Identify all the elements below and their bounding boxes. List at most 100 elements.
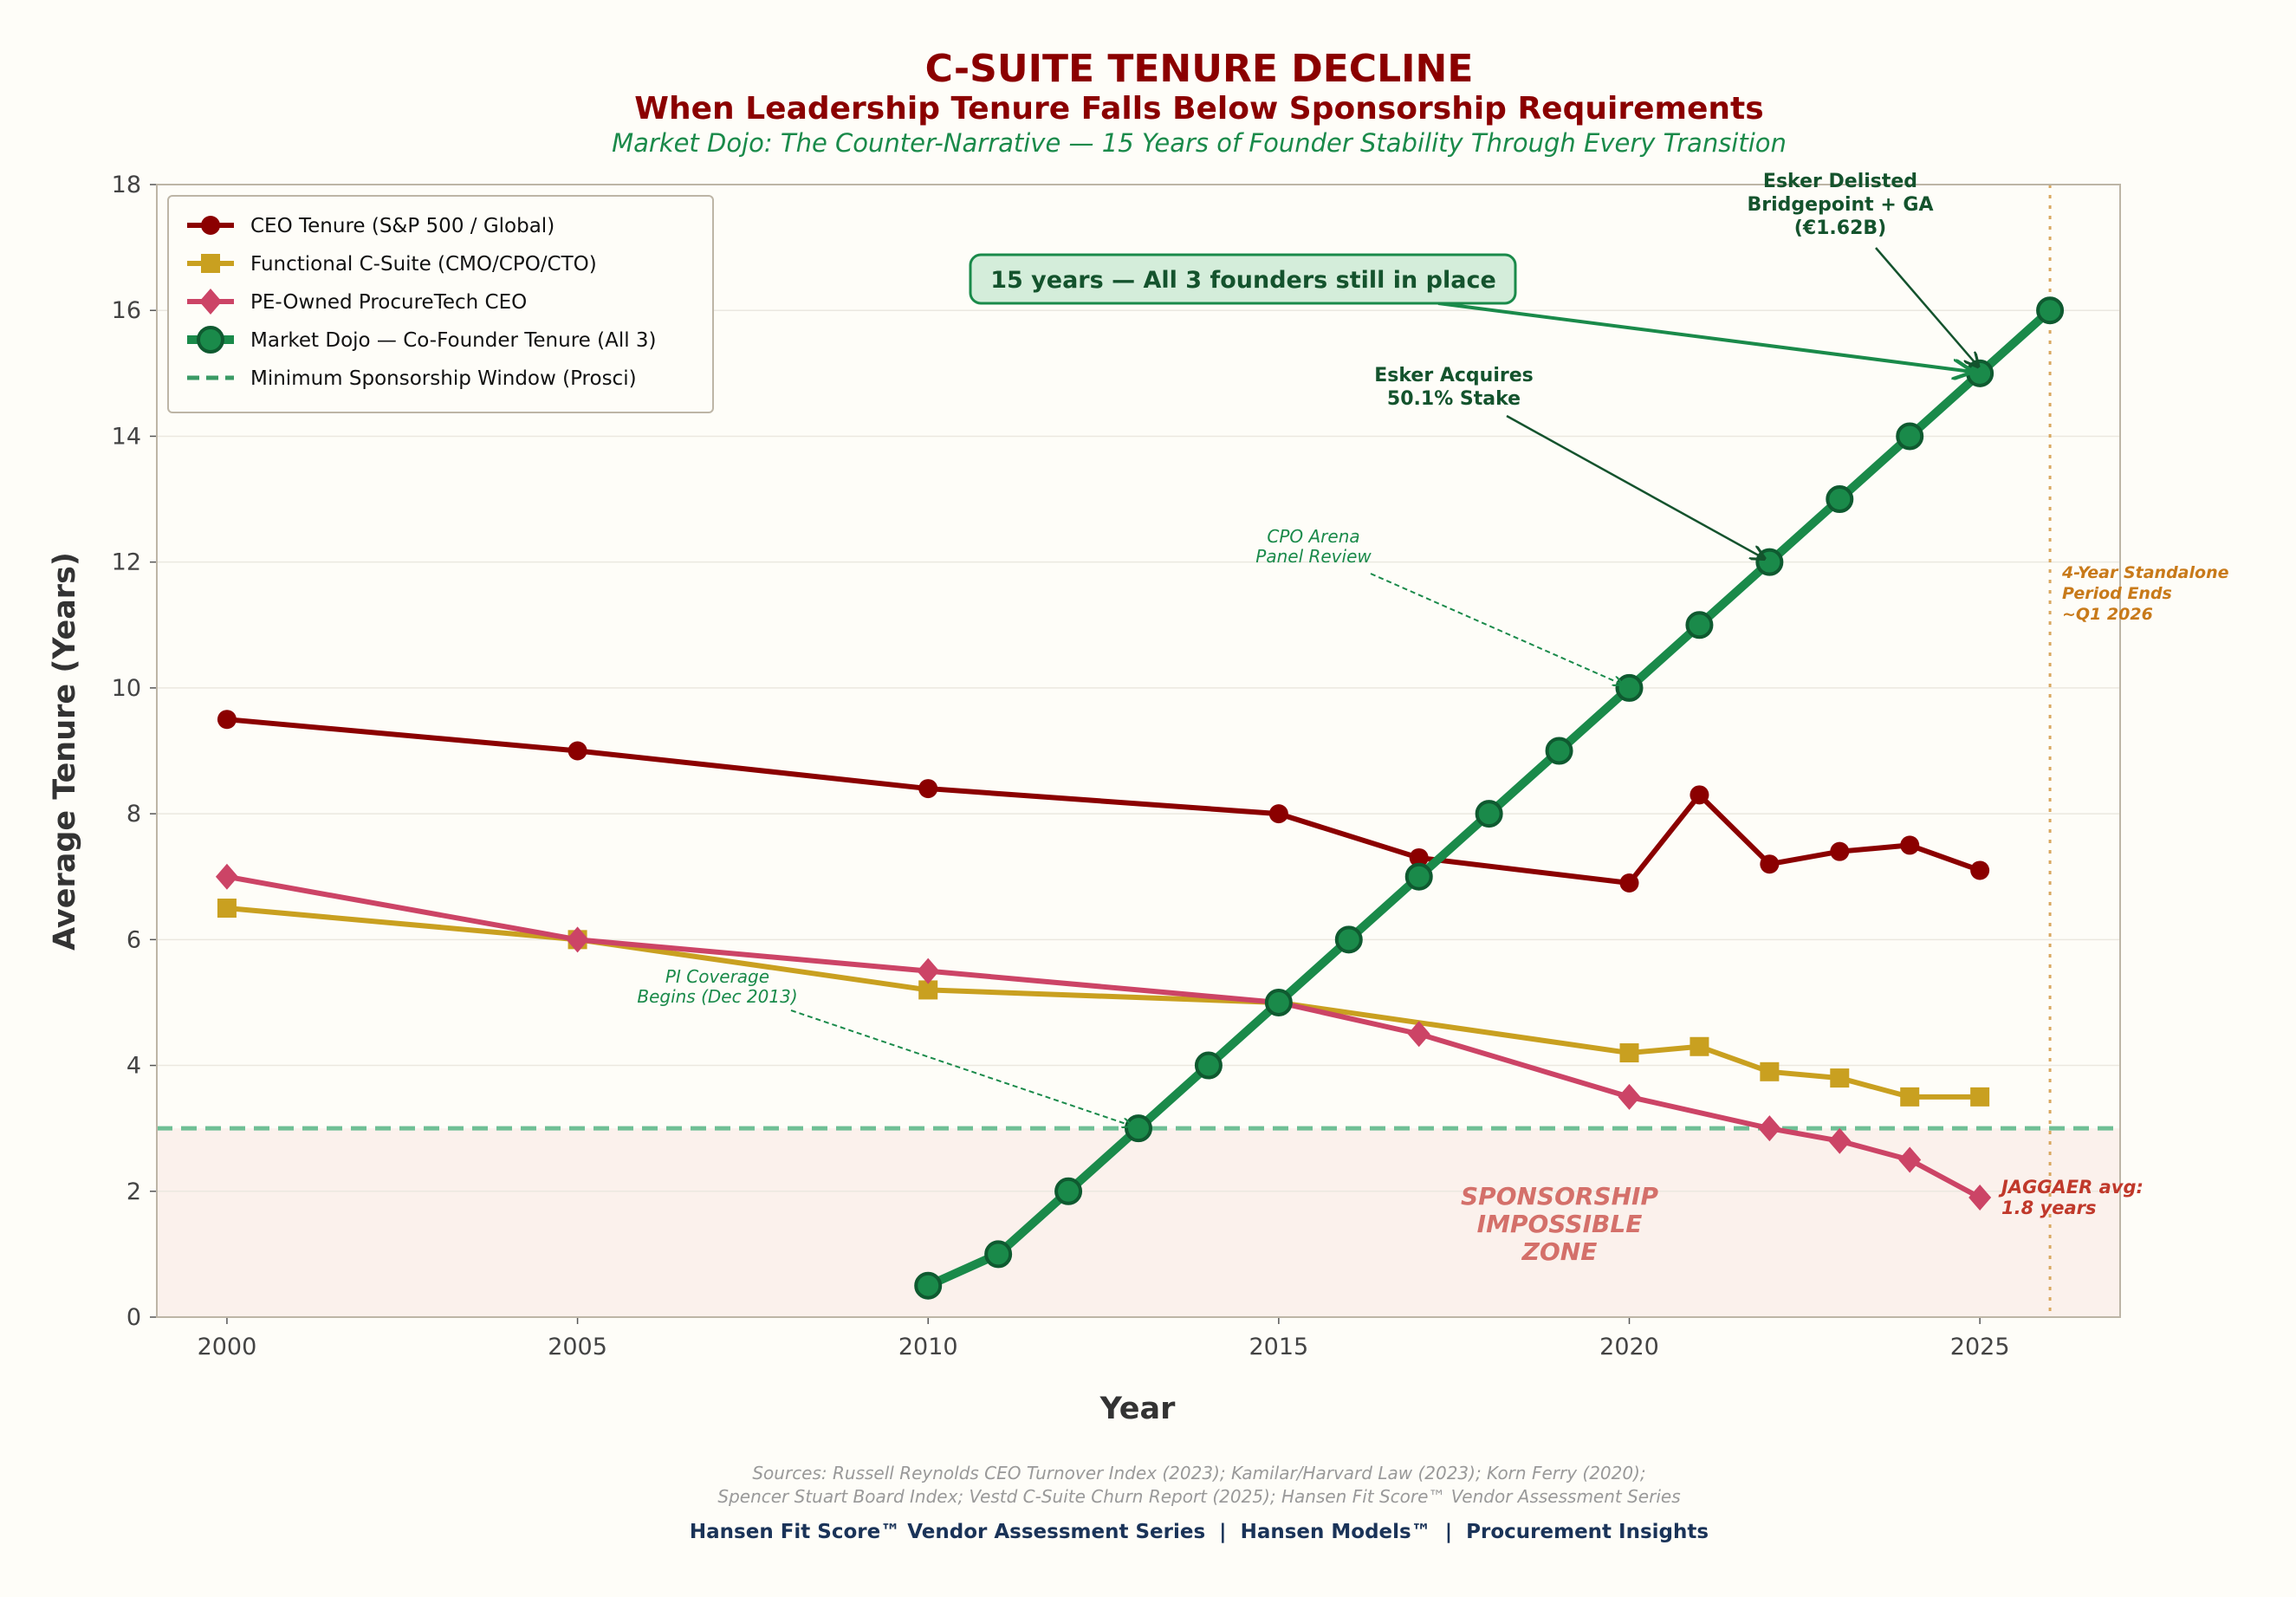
legend-marker <box>201 254 220 273</box>
data-point-dojo <box>1475 800 1503 828</box>
data-point-dojo <box>1404 862 1433 891</box>
data-point-pe <box>1898 1146 1922 1173</box>
data-point-functional <box>1830 1068 1850 1088</box>
data-point-pe <box>1407 1021 1430 1048</box>
annotation-jaggaer-line: 1.8 years <box>2001 1198 2096 1218</box>
series-line-functional <box>226 906 1981 1100</box>
data-point-pe <box>215 863 238 890</box>
plot-border <box>156 184 2121 1318</box>
footer: Hansen Fit Score™ Vendor Assessment Seri… <box>690 1521 1709 1543</box>
series-ceo <box>217 710 1990 893</box>
annotation-esker-delisted-line: Esker Delisted <box>1763 171 1917 192</box>
legend-label: Market Dojo — Co-Founder Tenure (All 3) <box>250 329 657 352</box>
legend: CEO Tenure (S&P 500 / Global) Functional … <box>167 195 714 413</box>
data-point-dojo <box>1615 673 1644 702</box>
legend-item-functional: Functional C-Suite (CMO/CPO/CTO) <box>187 253 597 276</box>
data-point-dojo <box>1896 422 1924 451</box>
callout-box <box>969 253 1517 305</box>
legend-label: PE-Owned ProcureTech CEO <box>250 291 527 314</box>
y-tick-label: 4 <box>126 1053 141 1080</box>
data-point-ceo <box>1900 835 1920 855</box>
data-point-dojo <box>1685 611 1714 639</box>
legend-label: Functional C-Suite (CMO/CPO/CTO) <box>250 253 597 276</box>
arrow-cpo-arena <box>1370 573 1623 685</box>
data-point-ceo <box>568 741 587 761</box>
data-point-dojo <box>1966 359 1994 387</box>
y-tick-label: 14 <box>112 423 141 450</box>
annotation-standalone-period-line: Period Ends <box>2062 584 2172 603</box>
data-point-functional <box>1619 1043 1639 1063</box>
data-point-functional <box>1760 1061 1780 1081</box>
data-point-ceo <box>1830 841 1850 861</box>
data-point-ceo <box>1760 854 1780 874</box>
chart-subtitle: When Leadership Tenure Falls Below Spons… <box>634 91 1763 127</box>
y-tick-label: 8 <box>126 801 141 828</box>
sources-line-1: Sources: Russell Reynolds CEO Turnover I… <box>752 1463 1645 1483</box>
data-point-ceo <box>1268 804 1288 824</box>
data-point-functional <box>1690 1036 1709 1056</box>
legend-item-threshold: Minimum Sponsorship Window (Prosci) <box>187 367 637 390</box>
series-dojo <box>914 296 2065 1300</box>
legend-label: CEO Tenure (S&P 500 / Global) <box>250 215 555 237</box>
callout-arrow <box>1437 302 1971 372</box>
chart-title: C-SUITE TENURE DECLINE <box>925 47 1474 91</box>
chart-tagline: Market Dojo: The Counter-Narrative — 15 … <box>612 128 1787 158</box>
legend-item-ceo: CEO Tenure (S&P 500 / Global) <box>187 215 555 237</box>
data-point-ceo <box>918 779 938 799</box>
arrow-esker-delisted <box>1875 247 1978 367</box>
legend-item-pe: PE-Owned ProcureTech CEO <box>187 289 527 315</box>
x-tick-label: 2020 <box>1599 1334 1659 1360</box>
zone-label-line: IMPOSSIBLE <box>1477 1210 1643 1238</box>
legend-marker <box>197 326 224 354</box>
data-point-ceo <box>1409 847 1429 867</box>
y-tick-label: 16 <box>112 297 141 324</box>
arrow-pi-coverage <box>790 1009 1132 1126</box>
y-tick-label: 12 <box>112 549 141 576</box>
data-point-dojo <box>914 1271 943 1300</box>
data-point-dojo <box>1194 1051 1223 1080</box>
data-point-pe <box>1828 1127 1852 1154</box>
data-point-ceo <box>1690 785 1709 805</box>
sources-line-2: Spencer Stuart Board Index; Vestd C-Suit… <box>717 1486 1680 1507</box>
data-point-functional <box>217 899 237 919</box>
legend-marker <box>201 216 220 235</box>
annotation-esker-acquires-line: 50.1% Stake <box>1387 388 1521 410</box>
data-point-functional <box>1900 1087 1920 1107</box>
data-point-dojo <box>1054 1177 1083 1205</box>
annotation-cpo-arena-line: Panel Review <box>1255 546 1372 567</box>
annotation-esker-acquires-line: Esker Acquires <box>1374 365 1533 386</box>
annotation-esker-delisted-line: (€1.62B) <box>1794 217 1886 239</box>
zone-label: SPONSORSHIP IMPOSSIBLE ZONE <box>1461 1182 1658 1266</box>
data-point-dojo <box>984 1240 1013 1269</box>
arrow-esker-acquires <box>1506 414 1764 559</box>
x-tick-label: 2010 <box>898 1334 958 1360</box>
data-point-dojo <box>1826 485 1854 514</box>
y-tick-label: 2 <box>126 1178 141 1205</box>
callout-text-line: 15 years — All 3 founders still in place <box>990 267 1496 294</box>
legend-label: Minimum Sponsorship Window (Prosci) <box>250 367 637 390</box>
data-point-pe <box>1618 1083 1641 1110</box>
annotation-cpo-arena-line: CPO Arena <box>1267 526 1359 547</box>
x-tick-label: 2015 <box>1249 1334 1308 1360</box>
annotation-esker-delisted-line: Bridgepoint + GA <box>1748 194 1934 216</box>
annotation-esker-acquires: Esker Acquires 50.1% Stake <box>1374 365 1533 410</box>
x-tick-label: 2025 <box>1950 1334 2010 1360</box>
data-point-pe <box>1968 1185 1992 1211</box>
data-point-ceo <box>1970 860 1990 880</box>
series-line-pe <box>226 873 1981 1200</box>
annotation-cpo-arena: CPO Arena Panel Review <box>1255 526 1372 567</box>
series-pe <box>215 863 1992 1211</box>
data-point-dojo <box>1545 737 1573 765</box>
annotation-jaggaer: JAGGAER avg: 1.8 years <box>1998 1177 2144 1218</box>
plot-area: 0 2 4 6 8 10 12 14 16 18 2000 2005 2010 2015 2020 2025 S… <box>112 171 2229 1360</box>
callout-text: 15 years — All 3 founders still in place <box>990 267 1496 294</box>
data-point-ceo <box>217 710 237 730</box>
data-point-dojo <box>1755 548 1784 576</box>
data-point-dojo <box>1125 1114 1152 1143</box>
data-point-pe <box>917 958 940 984</box>
data-point-pe <box>566 926 589 953</box>
legend-marker <box>199 289 222 315</box>
x-tick-label: 2000 <box>198 1334 257 1360</box>
annotation-standalone-period-line: 4-Year Standalone <box>2061 563 2229 582</box>
x-axis-label: Year <box>1099 1392 1176 1426</box>
